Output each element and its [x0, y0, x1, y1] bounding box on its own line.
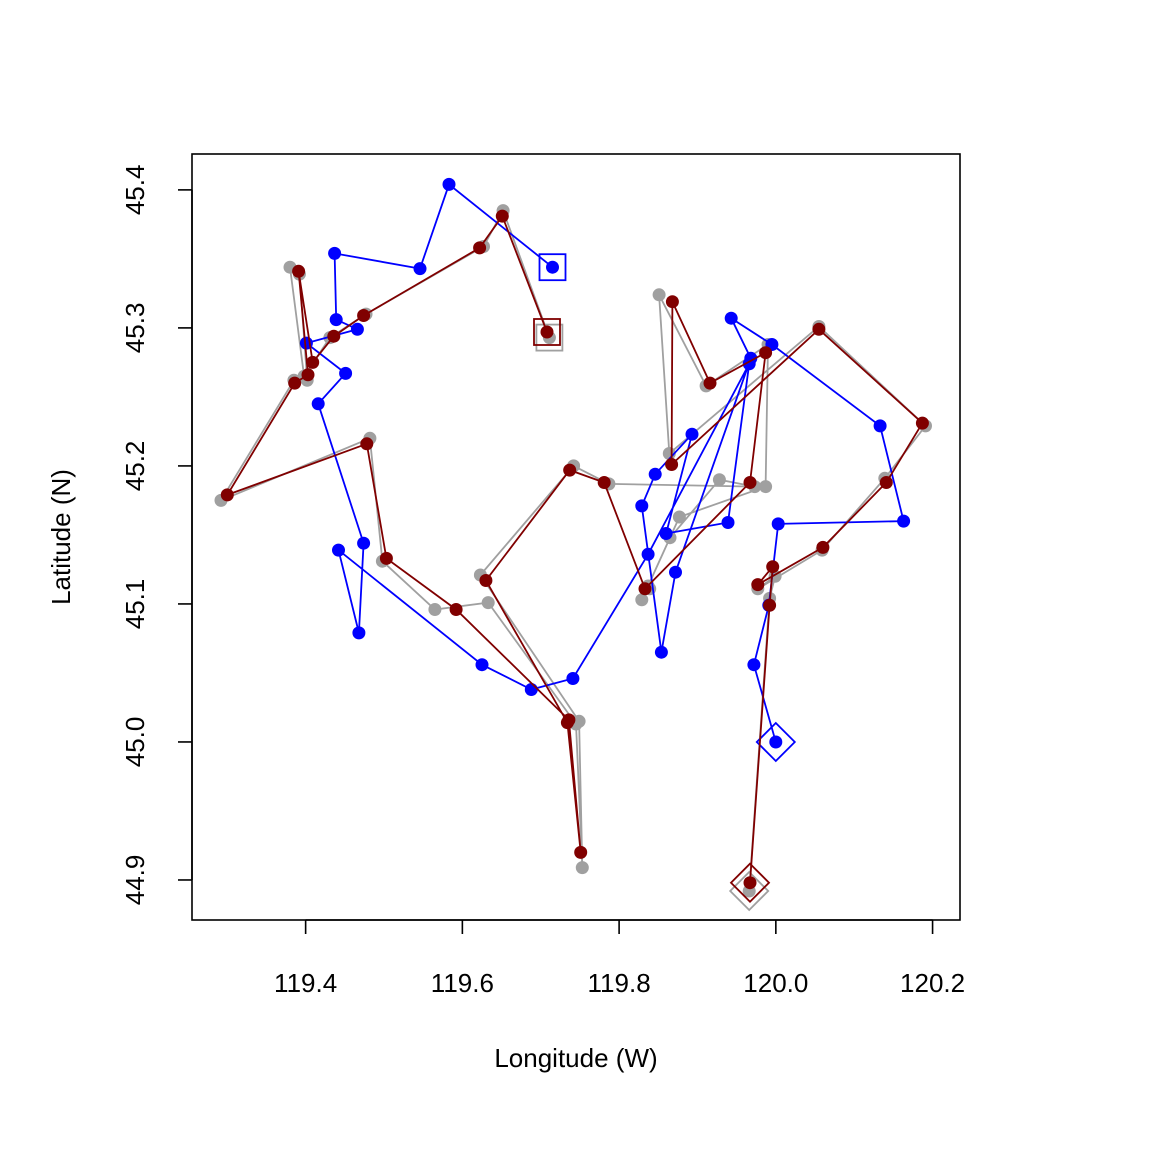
data-point	[665, 295, 679, 309]
data-point	[357, 309, 371, 322]
data-point	[743, 876, 757, 890]
data-point	[481, 596, 495, 610]
data-point	[724, 311, 738, 325]
data-point	[328, 246, 342, 260]
data-point	[759, 480, 773, 494]
data-point	[329, 313, 343, 327]
data-point	[879, 476, 893, 489]
data-point	[763, 598, 777, 612]
x-tick-label: 119.6	[431, 968, 494, 998]
data-point	[597, 476, 611, 489]
start-marker	[755, 721, 797, 763]
data-point	[360, 437, 374, 451]
data-point	[816, 540, 830, 554]
data-point	[635, 593, 649, 607]
data-point	[635, 499, 649, 513]
x-tick-label: 120.2	[900, 968, 965, 998]
data-point	[703, 376, 717, 390]
end-marker	[533, 318, 561, 346]
series-2	[299, 177, 911, 763]
data-point	[288, 376, 302, 390]
start-marker	[728, 870, 770, 912]
data-point	[751, 578, 765, 592]
data-point	[495, 209, 509, 223]
data-point	[546, 260, 559, 274]
data-point	[332, 543, 345, 557]
data-point	[759, 346, 773, 360]
data-point	[524, 683, 538, 696]
x-axis-title: Longitude (W)	[494, 1043, 657, 1073]
data-point	[566, 672, 580, 685]
data-point	[311, 397, 325, 411]
data-point	[357, 536, 371, 550]
data-point	[915, 416, 929, 430]
data-point	[769, 735, 783, 749]
data-point	[721, 516, 735, 529]
y-tick-label: 44.9	[120, 855, 150, 906]
data-point	[540, 325, 554, 339]
data-point	[562, 713, 576, 727]
data-point	[473, 241, 487, 255]
end-marker	[538, 253, 567, 282]
data-point	[379, 551, 393, 565]
data-point	[339, 366, 353, 380]
data-point	[669, 565, 682, 579]
data-point	[327, 329, 341, 343]
series-3	[220, 209, 929, 903]
y-tick-label: 45.3	[120, 303, 150, 354]
data-point	[685, 427, 699, 441]
y-tick-label: 45.4	[120, 165, 150, 216]
y-axis-title: Latitude (N)	[46, 469, 76, 605]
data-point	[574, 845, 588, 859]
end-marker	[535, 323, 564, 352]
data-point	[479, 574, 493, 587]
data-point	[352, 626, 366, 640]
data-point	[428, 603, 442, 616]
data-point	[442, 177, 456, 191]
data-point	[771, 517, 785, 531]
data-point	[654, 645, 668, 659]
start-marker	[729, 862, 771, 903]
data-point	[220, 488, 234, 502]
y-tick-label: 45.2	[120, 441, 150, 492]
y-tick-label: 45.0	[120, 717, 150, 768]
series-layer	[214, 177, 932, 912]
data-point	[641, 547, 655, 561]
data-point	[766, 560, 780, 574]
data-point	[648, 467, 662, 481]
data-point	[413, 262, 427, 276]
data-point	[672, 510, 686, 524]
data-point	[652, 288, 666, 302]
data-point	[897, 514, 911, 528]
data-point	[747, 658, 761, 672]
x-tick-label: 119.4	[274, 968, 337, 998]
data-point	[659, 527, 673, 540]
data-point	[638, 582, 652, 596]
data-point	[563, 463, 577, 477]
data-point	[292, 264, 306, 278]
data-point	[449, 603, 463, 616]
data-point	[873, 419, 887, 433]
data-point	[743, 476, 757, 489]
x-tick-label: 119.8	[588, 968, 651, 998]
data-point	[301, 368, 315, 382]
data-point	[712, 473, 726, 487]
x-axis: 119.4 119.6 119.8 120.0 120.2	[274, 919, 965, 998]
data-point	[575, 861, 589, 875]
data-point	[812, 322, 826, 336]
data-point	[306, 355, 320, 369]
y-tick-label: 45.1	[120, 579, 150, 630]
x-tick-label: 120.0	[743, 968, 808, 998]
data-point	[475, 658, 489, 672]
data-point	[665, 458, 679, 471]
y-axis: 44.9 45.0 45.1 45.2 45.3 45.4	[120, 165, 193, 906]
data-point	[350, 322, 364, 336]
